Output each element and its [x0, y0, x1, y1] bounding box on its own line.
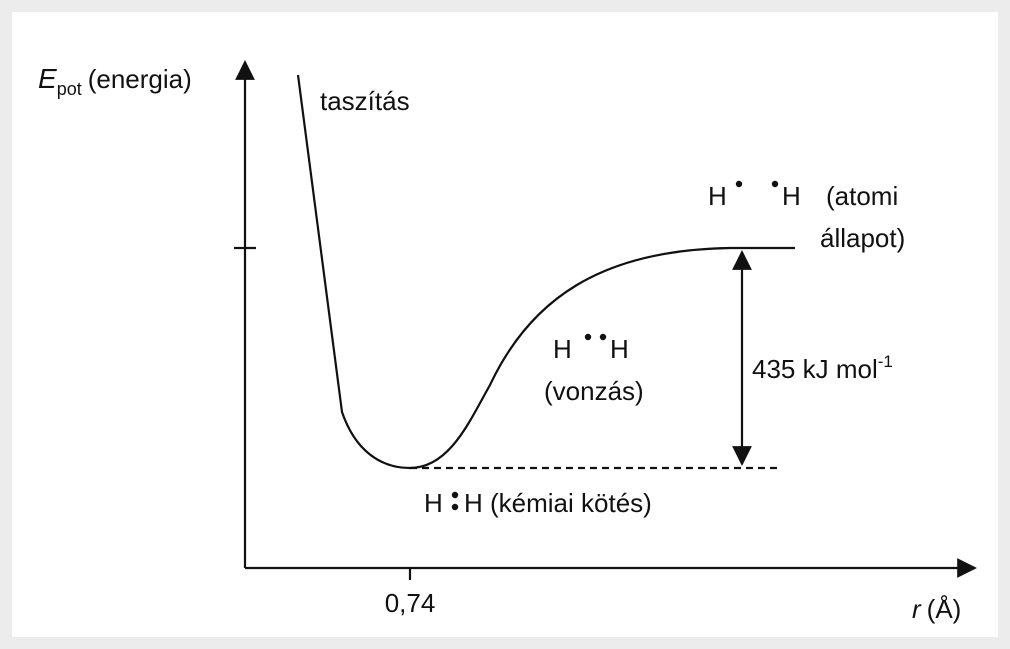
repulsion-label: taszítás	[320, 86, 410, 116]
potential-curve	[296, 74, 795, 470]
electron	[451, 503, 459, 511]
electron	[771, 180, 779, 188]
energy-label: 435 kJ mol-1	[752, 352, 893, 384]
subscript: pot	[57, 79, 82, 99]
atomic-label: állapot)	[820, 223, 905, 253]
x-axis-label: r (Å)	[912, 594, 961, 624]
x-tick-label: 0,74	[385, 588, 436, 618]
atomic-label: (atomi	[826, 181, 898, 211]
atom: H	[464, 488, 483, 518]
panel	[12, 12, 998, 637]
electron	[599, 333, 607, 341]
unit: (Å)	[927, 594, 962, 624]
symbol: E	[38, 63, 57, 94]
atom: H	[424, 488, 443, 518]
electron	[735, 180, 743, 188]
superscript: -1	[878, 352, 893, 371]
bond-label: (kémiai kötés)	[490, 488, 652, 518]
atom: H	[553, 334, 572, 364]
atom: H	[610, 334, 629, 364]
electron	[451, 491, 459, 499]
symbol: r	[912, 594, 922, 624]
attraction-label: (vonzás)	[544, 376, 644, 406]
label: 435 kJ mol	[752, 354, 878, 384]
atom: H	[782, 181, 801, 211]
y-axis-label: Epot (energia)	[38, 63, 192, 99]
label: (energia)	[88, 64, 192, 94]
atom: H	[708, 181, 727, 211]
electron	[584, 333, 592, 341]
